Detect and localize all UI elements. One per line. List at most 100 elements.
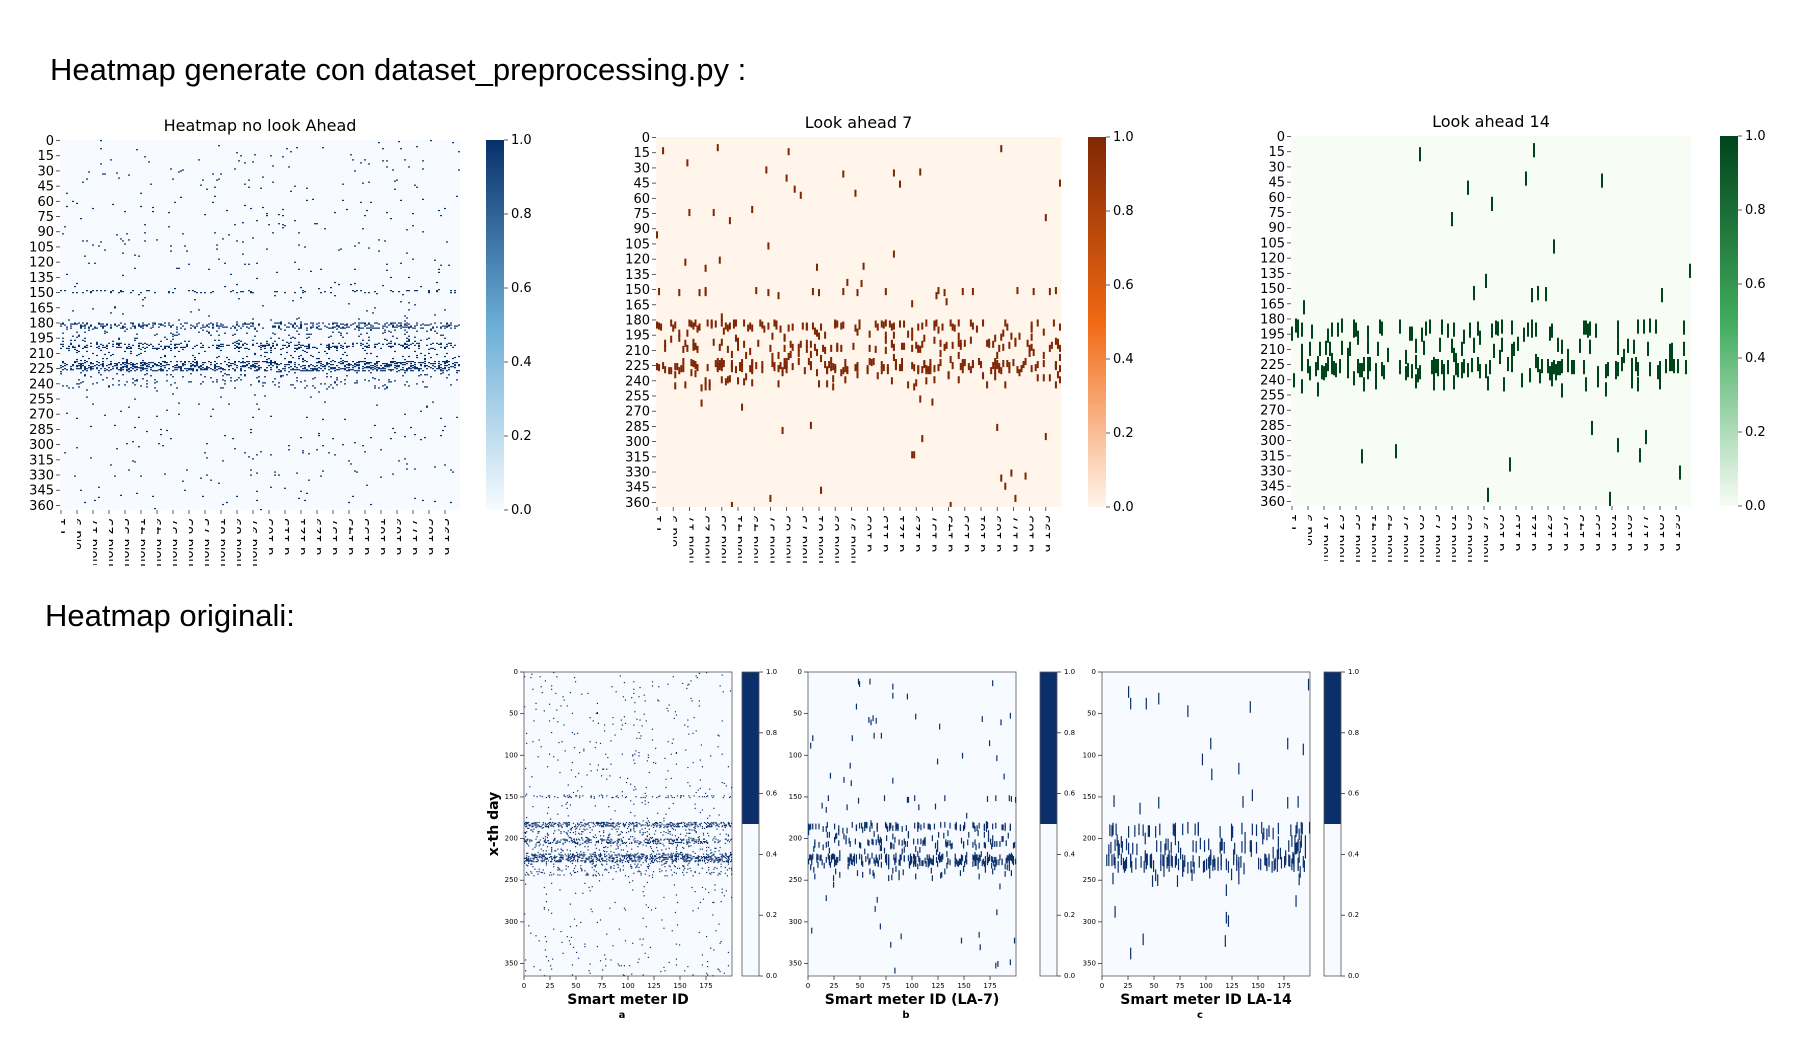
heatmap-cell — [384, 363, 386, 365]
heatmap-cell — [420, 352, 422, 355]
heatmap-cell — [218, 345, 220, 347]
heatmap-cell — [610, 763, 612, 765]
heatmap-cell — [78, 383, 80, 385]
heatmap-cell — [1327, 356, 1329, 372]
y-tick-label: 165 — [1260, 297, 1285, 312]
heatmap-cell — [586, 774, 588, 776]
heatmap-cell — [566, 833, 568, 835]
heatmap-cell — [414, 325, 416, 327]
heatmap-cell — [565, 821, 567, 824]
y-tick-label: 240 — [625, 374, 650, 389]
heatmap-cell — [274, 326, 276, 328]
heatmap-cell — [980, 361, 983, 369]
y-tick-label: 90 — [37, 225, 54, 240]
heatmap-cell — [540, 746, 542, 748]
heatmap-cell — [566, 825, 568, 827]
heatmap-cell — [587, 822, 589, 824]
heatmap-cell — [186, 322, 188, 324]
heatmap-cell — [931, 398, 934, 406]
heatmap-cell — [172, 338, 174, 340]
heatmap-cell — [1537, 358, 1539, 373]
heatmap-cell — [527, 865, 529, 867]
heatmap-cell — [206, 366, 208, 368]
heatmap-cell — [106, 347, 108, 350]
heatmap-cell — [1058, 376, 1061, 384]
heatmap-cell — [603, 826, 605, 828]
heatmap-cell — [220, 387, 222, 389]
heatmap-cell — [166, 338, 168, 340]
heatmap-cell — [599, 838, 602, 840]
heatmap-cell — [264, 376, 266, 378]
heatmap-cell — [604, 856, 606, 858]
heatmap-cell — [539, 843, 541, 845]
heatmap-cell — [332, 438, 334, 440]
heatmap-cell — [200, 374, 202, 376]
heatmap-cell — [526, 742, 528, 744]
heatmap-cell — [354, 282, 356, 285]
heatmap-cell — [574, 824, 577, 826]
heatmap-cell — [574, 833, 577, 835]
heatmap-cell — [314, 377, 316, 379]
heatmap-cell — [354, 370, 356, 372]
heatmap-cell — [372, 325, 374, 327]
heatmap-cell — [124, 384, 126, 386]
heatmap-cell — [170, 168, 172, 170]
heatmap-cell — [1649, 318, 1651, 333]
heatmap-cell — [60, 323, 62, 325]
heatmap-cell — [645, 858, 647, 860]
heatmap-cell — [591, 860, 593, 862]
heatmap-cell — [634, 825, 636, 827]
heatmap-cell — [434, 348, 436, 351]
heatmap-cell — [222, 345, 224, 347]
heatmap-cell — [348, 370, 350, 372]
heatmap-cell — [338, 283, 340, 286]
heatmap-cell — [569, 861, 571, 863]
heatmap-cell — [1293, 373, 1295, 388]
heatmap-cell — [132, 323, 134, 325]
heatmap-cell — [140, 352, 142, 355]
heatmap-cell — [120, 342, 122, 344]
heatmap-cell — [160, 364, 162, 366]
heatmap-cell — [128, 345, 130, 347]
heatmap-cell — [264, 370, 266, 372]
heatmap-cell — [565, 823, 567, 825]
heatmap-cell — [661, 864, 663, 866]
heatmap-cell — [204, 326, 206, 328]
heatmap-cell — [637, 840, 639, 842]
heatmap-cell — [615, 796, 617, 798]
heatmap-cell — [162, 348, 164, 351]
heatmap-cell — [1529, 368, 1531, 383]
heatmap-cell — [647, 825, 649, 827]
heatmap-cell — [573, 826, 576, 828]
heatmap-cell — [256, 454, 258, 456]
heatmap-cell — [74, 285, 76, 288]
heatmap-cell — [306, 333, 308, 335]
heatmap-cell — [559, 771, 561, 774]
heatmap-cell — [374, 291, 376, 293]
heatmap-cell — [613, 857, 615, 859]
heatmap-cell — [577, 822, 579, 824]
heatmap-cell — [218, 178, 220, 180]
heatmap-cell — [436, 290, 438, 292]
heatmap-cell — [214, 195, 216, 197]
heatmap-cell — [554, 838, 556, 840]
heatmap-cell — [581, 868, 583, 870]
heatmap-cell — [304, 370, 306, 372]
heatmap-cell — [1016, 366, 1019, 374]
heatmap-cell — [134, 366, 136, 368]
heatmap-cell — [388, 365, 390, 367]
heatmap-cell — [448, 360, 450, 363]
heatmap-cell — [994, 334, 997, 342]
heatmap-cell — [298, 346, 300, 348]
heatmap-cell — [1511, 320, 1513, 335]
heatmap-cell — [322, 470, 324, 472]
heatmap-cell — [390, 340, 392, 342]
heatmap-cell — [346, 324, 348, 326]
heatmap-cell — [404, 346, 406, 348]
heatmap-cell — [610, 818, 612, 820]
heatmap-cell — [551, 688, 553, 690]
heatmap-cell — [579, 844, 581, 846]
heatmap-cell — [406, 317, 408, 319]
heatmap-cell — [424, 386, 426, 388]
heatmap-cell — [178, 366, 180, 368]
